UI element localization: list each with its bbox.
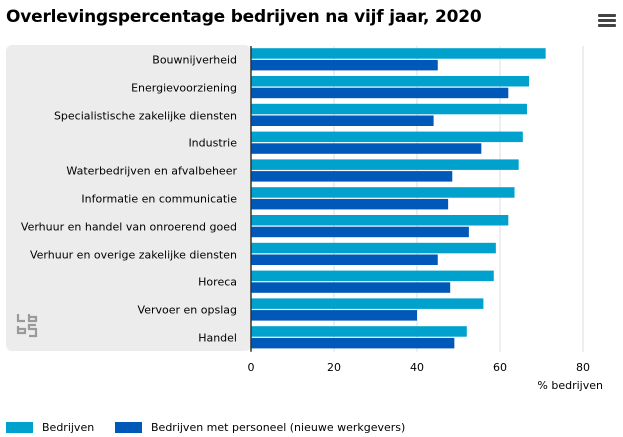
category-label: Bouwnijverheid bbox=[152, 53, 237, 67]
x-tick-label: 80 bbox=[576, 361, 590, 374]
bar-bedrijven[interactable] bbox=[251, 48, 546, 59]
x-tick-label: 40 bbox=[410, 361, 424, 374]
bar-personeel[interactable] bbox=[251, 226, 469, 238]
bar-personeel[interactable] bbox=[251, 143, 482, 154]
bar-bedrijven[interactable] bbox=[251, 103, 527, 115]
bar-bedrijven[interactable] bbox=[251, 159, 519, 170]
bar-personeel[interactable] bbox=[251, 171, 453, 182]
bar-personeel[interactable] bbox=[251, 310, 417, 321]
category-label: Informatie en communicatie bbox=[81, 192, 237, 206]
category-label: Verhuur en overige zakelijke diensten bbox=[29, 248, 237, 261]
bar-personeel[interactable] bbox=[251, 254, 438, 266]
chart-title: Overlevingspercentage bedrijven na vijf … bbox=[6, 7, 482, 27]
category-panel bbox=[6, 45, 251, 351]
hamburger-menu-icon[interactable] bbox=[598, 14, 616, 28]
legend-item-bedrijven[interactable]: Bedrijven bbox=[6, 421, 94, 434]
category-label: Vervoer en opslag bbox=[137, 303, 237, 317]
bar-bedrijven[interactable] bbox=[251, 270, 494, 282]
category-label: Handel bbox=[198, 331, 237, 345]
bar-bedrijven[interactable] bbox=[251, 187, 515, 198]
category-label: Specialistische zakelijke diensten bbox=[53, 109, 237, 122]
bar-personeel[interactable] bbox=[251, 282, 451, 293]
legend-swatch-bedrijven bbox=[6, 422, 33, 433]
bar-bedrijven[interactable] bbox=[251, 298, 484, 309]
legend-label-bedrijven: Bedrijven bbox=[42, 421, 95, 434]
bar-bedrijven[interactable] bbox=[251, 215, 509, 226]
legend-swatch-personeel bbox=[115, 422, 142, 433]
x-tick-label: 0 bbox=[247, 361, 255, 374]
bar-personeel[interactable] bbox=[251, 337, 455, 349]
bar-bedrijven[interactable] bbox=[251, 242, 496, 254]
category-label: Energievoorziening bbox=[131, 81, 237, 95]
cbs-logo-icon bbox=[16, 314, 38, 338]
x-tick-label: 60 bbox=[493, 361, 507, 374]
category-label: Horeca bbox=[198, 275, 237, 289]
legend-item-personeel[interactable]: Bedrijven met personeel (nieuwe werkgeve… bbox=[115, 421, 405, 434]
bar-personeel[interactable] bbox=[251, 59, 438, 71]
bar-bedrijven[interactable] bbox=[251, 326, 467, 337]
bar-bedrijven[interactable] bbox=[251, 76, 530, 87]
bar-personeel[interactable] bbox=[251, 87, 509, 99]
category-label: Verhuur en handel van onroerend goed bbox=[20, 220, 237, 234]
bar-personeel[interactable] bbox=[251, 198, 449, 210]
category-label: Waterbedrijven en afvalbeheer bbox=[66, 164, 237, 178]
x-axis-label: % bedrijven bbox=[537, 379, 603, 392]
category-label: Industrie bbox=[188, 136, 237, 150]
bar-bedrijven[interactable] bbox=[251, 131, 523, 143]
legend-label-personeel: Bedrijven met personeel (nieuwe werkgeve… bbox=[151, 421, 406, 434]
bar-personeel[interactable] bbox=[251, 115, 434, 127]
x-tick-label: 20 bbox=[327, 361, 341, 374]
